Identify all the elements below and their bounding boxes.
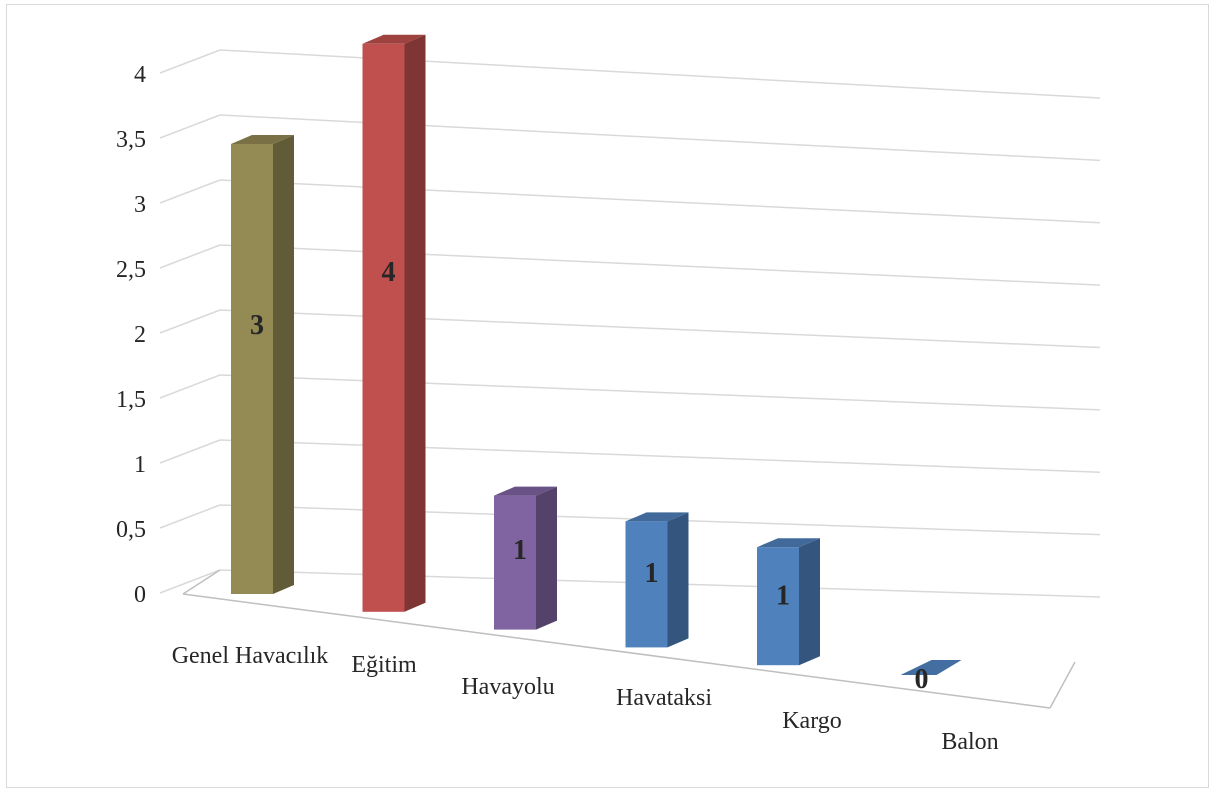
data-label: 1 xyxy=(513,535,527,566)
y-tick-label: 0,5 xyxy=(116,517,146,543)
chart-floor xyxy=(182,569,1076,709)
gridline xyxy=(219,439,1101,473)
bar-top xyxy=(362,34,426,44)
y-tick-label: 1 xyxy=(134,452,146,478)
bar-side xyxy=(799,538,820,666)
bar-front xyxy=(494,495,536,630)
y-tick-label: 0 xyxy=(134,582,146,608)
gridline xyxy=(219,374,1101,411)
gridline xyxy=(219,309,1101,349)
data-label: 3 xyxy=(250,310,264,341)
category-label: Eğitim xyxy=(351,652,417,678)
category-label: Balon xyxy=(941,729,998,755)
bar-front xyxy=(362,43,405,612)
y-tick-label: 3,5 xyxy=(116,127,146,153)
y-tick-label: 2,5 xyxy=(116,257,146,283)
category-label: Havataksi xyxy=(616,685,712,711)
bar-side xyxy=(404,34,426,612)
bar-front xyxy=(231,144,273,594)
gridline xyxy=(219,179,1101,224)
gridlines xyxy=(159,49,1101,598)
bar: 0 xyxy=(900,660,962,695)
bar: 1 xyxy=(757,538,820,666)
bar-top xyxy=(494,486,557,496)
bar-top xyxy=(757,538,820,548)
bar-side xyxy=(667,512,689,648)
side-gridline xyxy=(159,179,221,204)
gridline xyxy=(219,114,1101,162)
floor-left-edge xyxy=(182,569,221,595)
data-label: 4 xyxy=(382,257,396,288)
bar-side xyxy=(273,135,294,594)
bar: 1 xyxy=(625,512,689,648)
y-tick-label: 3 xyxy=(134,192,146,218)
bar-top xyxy=(625,512,689,522)
category-labels: Genel Havacılık Eğitim Havayolu Havataksi Ka… xyxy=(172,643,999,755)
bar-top xyxy=(900,660,962,675)
gridline xyxy=(219,244,1101,286)
bar: 1 xyxy=(494,486,557,630)
category-label: Genel Havacılık xyxy=(172,643,329,669)
category-label: Havayolu xyxy=(461,674,554,700)
data-label: 1 xyxy=(645,558,659,589)
data-label: 1 xyxy=(776,580,790,611)
side-gridline xyxy=(159,244,221,269)
bar-top xyxy=(231,135,294,144)
gridline xyxy=(219,49,1101,99)
bar-front xyxy=(757,547,799,666)
side-gridline xyxy=(159,114,221,139)
y-tick-label: 4 xyxy=(134,62,146,88)
side-gridline xyxy=(159,49,221,74)
side-gridline xyxy=(159,374,221,399)
bar: 4 xyxy=(362,34,426,612)
y-tick-label: 1,5 xyxy=(116,387,146,413)
y-tick-label: 2 xyxy=(134,322,146,348)
floor-side-edge xyxy=(1049,661,1076,709)
side-gridline xyxy=(159,309,221,334)
bar-side xyxy=(536,486,557,630)
bar: 3 xyxy=(231,135,294,594)
data-label: 0 xyxy=(915,664,929,695)
side-gridline xyxy=(159,569,221,594)
side-gridline xyxy=(159,504,221,529)
side-gridline xyxy=(159,439,221,464)
y-axis-ticks: 0 0,5 1 1,5 2 2,5 3 3,5 4 xyxy=(116,62,146,608)
bars: 3 4 1 1 1 0 xyxy=(231,34,962,695)
category-label: Kargo xyxy=(782,708,842,734)
bar-front xyxy=(625,521,668,648)
floor-front-edge xyxy=(182,593,1051,709)
